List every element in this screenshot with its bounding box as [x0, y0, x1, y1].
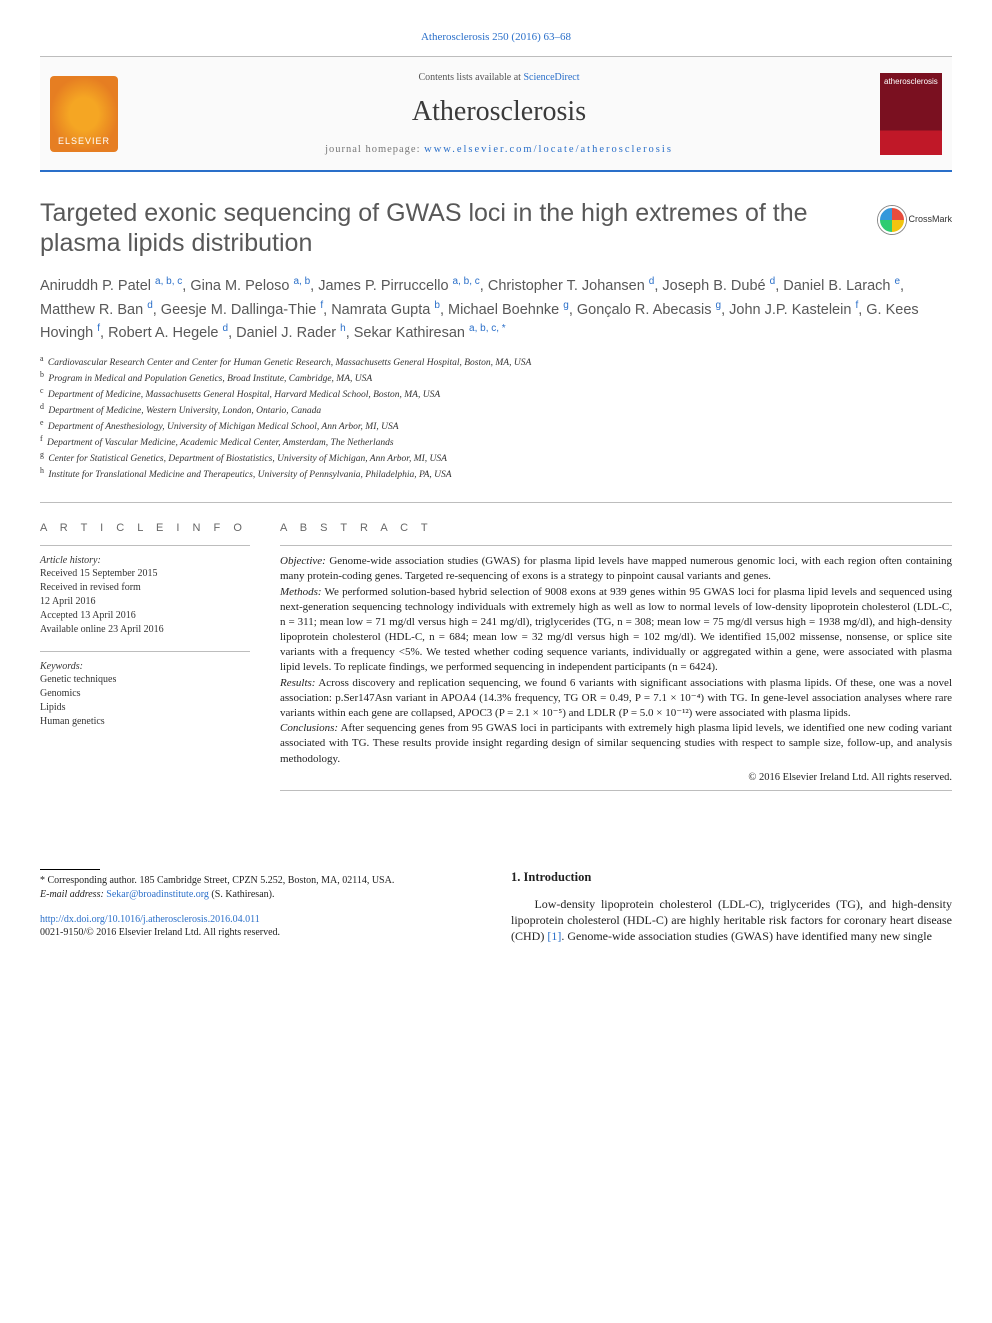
abs-methods-text: We performed solution-based hybrid selec…	[280, 586, 952, 674]
info-abstract-row: A R T I C L E I N F O Article history: R…	[40, 502, 952, 799]
article-info-column: A R T I C L E I N F O Article history: R…	[40, 521, 250, 799]
right-body-column: 1. Introduction Low-density lipoprotein …	[511, 869, 952, 944]
footnotes: * Corresponding author. 185 Cambridge St…	[40, 874, 481, 901]
homepage-link[interactable]: www.elsevier.com/locate/atherosclerosis	[424, 144, 673, 155]
affiliation-list: a Cardiovascular Research Center and Cen…	[40, 354, 952, 482]
abs-results-text: Across discovery and replication sequenc…	[280, 677, 952, 719]
journal-homepage: journal homepage: www.elsevier.com/locat…	[118, 143, 880, 157]
abs-objective-label: Objective:	[280, 555, 326, 567]
contents-available-label: Contents lists available at	[418, 72, 520, 83]
introduction-heading: 1. Introduction	[511, 869, 952, 885]
email-label: E-mail address:	[40, 889, 104, 900]
crossmark-label: CrossMark	[908, 214, 952, 226]
article-info-heading: A R T I C L E I N F O	[40, 521, 250, 535]
author-list: Aniruddh P. Patel a, b, c, Gina M. Pelos…	[40, 274, 952, 344]
affiliation-line: h Institute for Translational Medicine a…	[40, 466, 952, 482]
history-line: Received in revised form	[40, 581, 250, 595]
sciencedirect-link[interactable]: ScienceDirect	[523, 72, 579, 83]
divider	[280, 545, 952, 546]
footnote-rule	[40, 869, 100, 870]
abs-objective-text: Genome-wide association studies (GWAS) f…	[280, 555, 952, 582]
abstract-body: Objective: Genome-wide association studi…	[280, 554, 952, 766]
keyword: Human genetics	[40, 715, 250, 729]
abs-results-label: Results:	[280, 677, 315, 689]
divider	[280, 790, 952, 791]
homepage-label: journal homepage:	[325, 144, 420, 155]
keyword: Genomics	[40, 687, 250, 701]
keyword: Genetic techniques	[40, 673, 250, 687]
keyword: Lipids	[40, 701, 250, 715]
body-columns: * Corresponding author. 185 Cambridge St…	[40, 869, 952, 944]
abstract-column: A B S T R A C T Objective: Genome-wide a…	[280, 521, 952, 799]
affiliation-line: f Department of Vascular Medicine, Acade…	[40, 434, 952, 450]
issn-copyright: 0021-9150/© 2016 Elsevier Ireland Ltd. A…	[40, 927, 280, 938]
corresponding-email-link[interactable]: Sekar@broadinstitute.org	[106, 889, 209, 900]
title-block: CrossMark Targeted exonic sequencing of …	[40, 198, 952, 482]
history-line: Accepted 13 April 2016	[40, 609, 250, 623]
crossmark-badge[interactable]: CrossMark	[878, 206, 952, 234]
abstract-heading: A B S T R A C T	[280, 521, 952, 535]
reference-link-1[interactable]: [1]	[547, 929, 561, 943]
history-line: Available online 23 April 2016	[40, 623, 250, 637]
affiliation-line: g Center for Statistical Genetics, Depar…	[40, 450, 952, 466]
doi-link[interactable]: http://dx.doi.org/10.1016/j.atherosclero…	[40, 914, 260, 925]
divider	[40, 545, 250, 546]
history-line: 12 April 2016	[40, 595, 250, 609]
affiliation-line: b Program in Medical and Population Gene…	[40, 370, 952, 386]
doi-block: http://dx.doi.org/10.1016/j.atherosclero…	[40, 913, 481, 939]
keywords-label: Keywords:	[40, 660, 250, 673]
crossmark-icon	[878, 206, 906, 234]
affiliation-line: d Department of Medicine, Western Univer…	[40, 402, 952, 418]
affiliation-line: e Department of Anesthesiology, Universi…	[40, 418, 952, 434]
elsevier-logo[interactable]: ELSEVIER	[50, 76, 118, 152]
keywords-list: Genetic techniquesGenomicsLipidsHuman ge…	[40, 673, 250, 729]
divider	[40, 651, 250, 652]
contents-available: Contents lists available at ScienceDirec…	[118, 71, 880, 84]
abs-conclusions-label: Conclusions:	[280, 722, 338, 734]
affiliation-line: a Cardiovascular Research Center and Cen…	[40, 354, 952, 370]
journal-cover-thumb[interactable]: atherosclerosis	[880, 73, 942, 155]
corresponding-label: * Corresponding author.	[40, 875, 137, 886]
header-center: Contents lists available at ScienceDirec…	[118, 71, 880, 156]
history-label: Article history:	[40, 554, 250, 567]
left-body-column: * Corresponding author. 185 Cambridge St…	[40, 869, 481, 944]
history-lines: Received 15 September 2015Received in re…	[40, 567, 250, 637]
journal-header: ELSEVIER Contents lists available at Sci…	[40, 56, 952, 172]
journal-title: Atherosclerosis	[118, 94, 880, 130]
citation-header: Atherosclerosis 250 (2016) 63–68	[40, 30, 952, 44]
article-page: Atherosclerosis 250 (2016) 63–68 ELSEVIE…	[0, 0, 992, 974]
history-line: Received 15 September 2015	[40, 567, 250, 581]
corresponding-address: 185 Cambridge Street, CPZN 5.252, Boston…	[139, 875, 394, 886]
elsevier-logo-text: ELSEVIER	[58, 136, 110, 152]
cover-label: atherosclerosis	[884, 77, 938, 86]
intro-text-2: . Genome-wide association studies (GWAS)…	[561, 929, 932, 943]
abstract-copyright: © 2016 Elsevier Ireland Ltd. All rights …	[280, 771, 952, 785]
introduction-paragraph: Low-density lipoprotein cholesterol (LDL…	[511, 896, 952, 945]
abs-conclusions-text: After sequencing genes from 95 GWAS loci…	[280, 722, 952, 764]
email-person: (S. Kathiresan).	[211, 889, 274, 900]
article-title: Targeted exonic sequencing of GWAS loci …	[40, 198, 952, 258]
abs-methods-label: Methods:	[280, 586, 322, 598]
affiliation-line: c Department of Medicine, Massachusetts …	[40, 386, 952, 402]
